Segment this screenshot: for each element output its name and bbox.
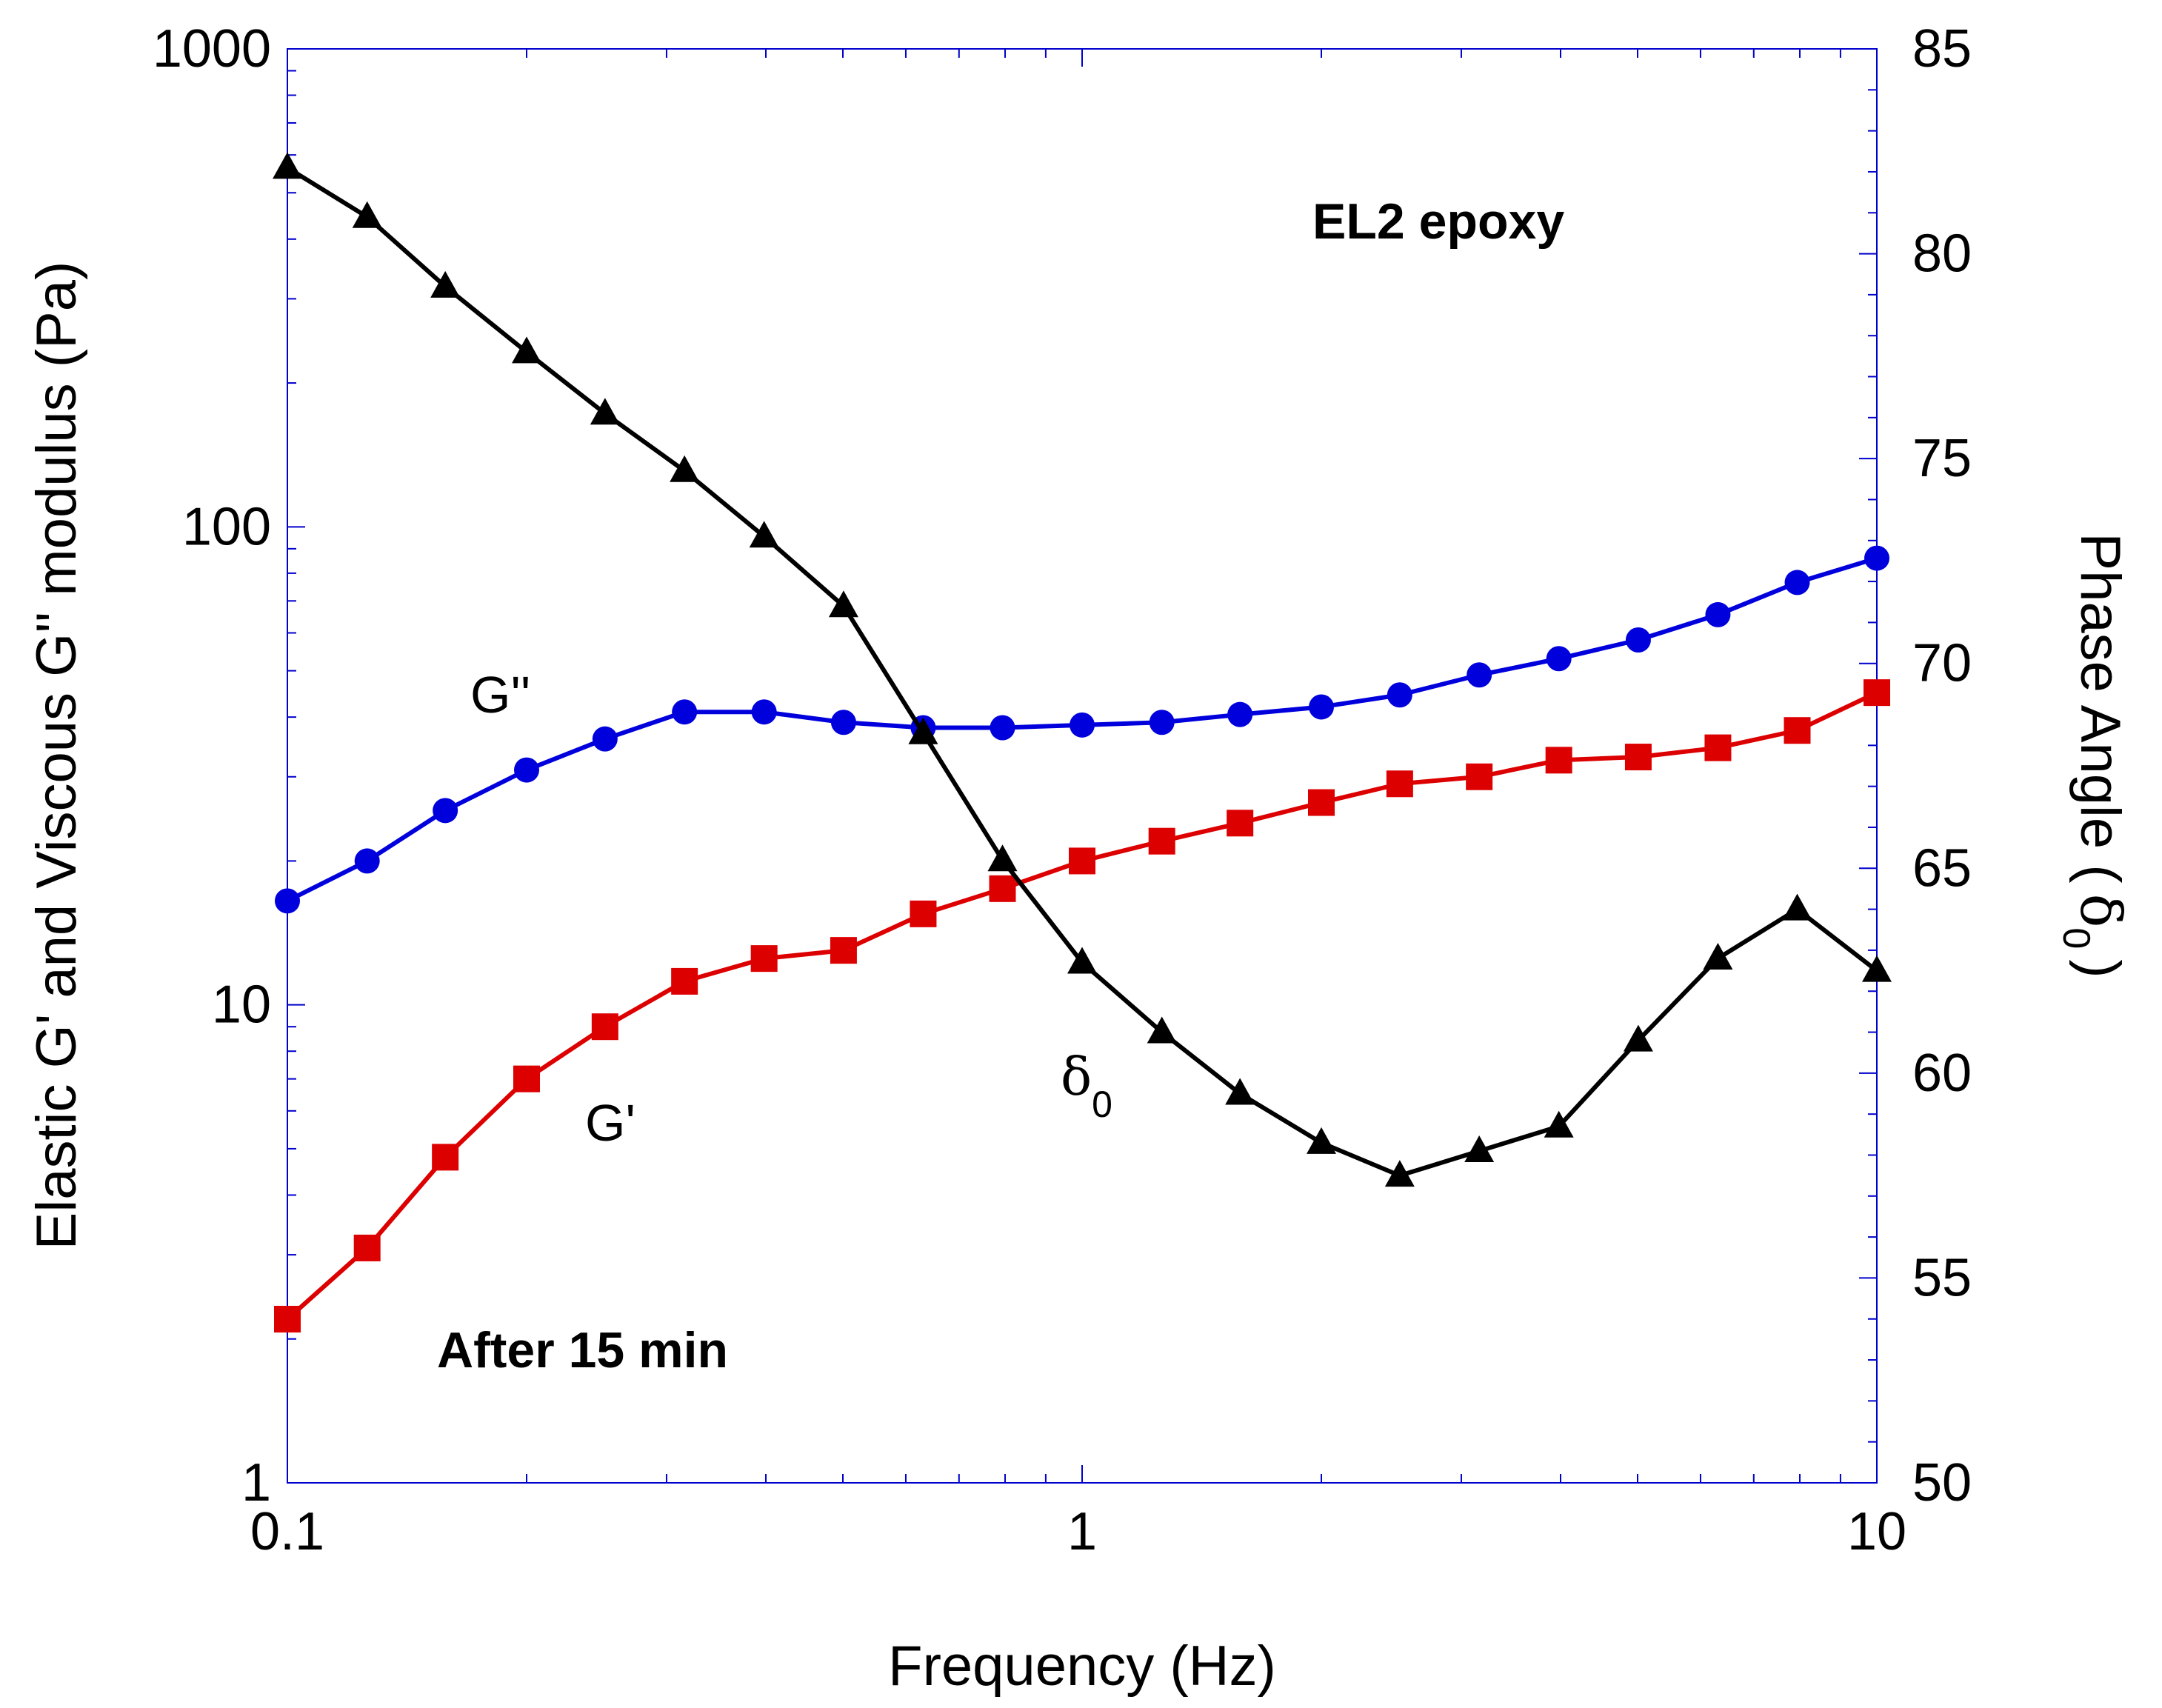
- data-point-delta: [670, 455, 700, 482]
- left-axis-title: Elastic G' and Viscous G'' modulus (Pa): [25, 261, 88, 1250]
- data-point-g-prime: [591, 1013, 618, 1041]
- data-point-delta: [749, 521, 779, 548]
- annotation-g-prime: G': [585, 1094, 635, 1152]
- data-point-delta: [1862, 955, 1892, 982]
- right-axis-title-subscript: 0: [2055, 927, 2098, 949]
- data-point-g-prime: [513, 1065, 541, 1092]
- data-point-g-prime: [1624, 744, 1652, 771]
- data-point-g-double-prime: [672, 699, 698, 725]
- data-point-delta: [1544, 1110, 1574, 1138]
- data-point-g-prime: [1308, 789, 1335, 816]
- data-point-g-prime: [1466, 763, 1493, 790]
- data-point-g-double-prime: [751, 699, 777, 725]
- data-point-delta: [1147, 1016, 1177, 1044]
- data-point-delta: [1464, 1135, 1495, 1162]
- annotation-g-double-prime: G'': [470, 666, 530, 724]
- data-point-g-double-prime: [1387, 682, 1412, 708]
- data-point-g-double-prime: [433, 798, 458, 824]
- data-point-delta: [590, 398, 620, 425]
- data-point-g-double-prime: [514, 757, 540, 783]
- y-left-tick-label: 1000: [153, 19, 271, 79]
- data-point-delta: [908, 717, 938, 744]
- data-point-delta: [1782, 893, 1812, 921]
- x-tick-label: 1: [1067, 1502, 1097, 1561]
- data-point-g-prime: [1069, 847, 1095, 875]
- data-point-g-prime: [432, 1144, 459, 1171]
- data-point-g-prime: [274, 1306, 301, 1333]
- x-tick-label: 0.1: [250, 1502, 324, 1561]
- x-tick-label: 10: [1847, 1502, 1906, 1561]
- data-point-g-double-prime: [592, 726, 618, 752]
- data-point-g-double-prime: [1784, 570, 1810, 596]
- data-point-g-double-prime: [1864, 545, 1889, 571]
- data-point-delta: [512, 336, 542, 364]
- data-point-delta: [987, 844, 1018, 872]
- right-axis-title-close: ): [2069, 959, 2132, 978]
- y-right-tick-label: 60: [1912, 1044, 1972, 1103]
- y-right-tick-label: 85: [1912, 19, 1972, 79]
- data-point-g-double-prime: [990, 715, 1015, 741]
- annotation-time: After 15 min: [437, 1322, 728, 1378]
- data-point-g-double-prime: [830, 710, 856, 735]
- data-point-delta: [1623, 1024, 1653, 1052]
- annotation-delta-subscript: 0: [1092, 1084, 1112, 1125]
- data-point-delta: [828, 590, 858, 618]
- data-point-g-double-prime: [1149, 710, 1175, 735]
- data-point-g-prime: [1784, 717, 1811, 744]
- data-point-g-prime: [1148, 827, 1175, 855]
- data-point-g-prime: [1704, 734, 1732, 761]
- data-point-g-prime: [353, 1234, 381, 1261]
- data-point-g-double-prime: [1227, 701, 1253, 727]
- data-point-g-double-prime: [354, 848, 380, 874]
- data-point-delta: [352, 201, 382, 228]
- right-axis-title: Phase Angle ( δ0): [2055, 533, 2134, 978]
- data-point-g-prime: [1227, 810, 1254, 837]
- data-point-g-prime: [910, 900, 937, 927]
- data-point-g-prime: [1386, 770, 1413, 798]
- data-point-g-double-prime: [1309, 694, 1335, 720]
- data-point-delta: [1067, 947, 1097, 974]
- y-right-tick-label: 50: [1912, 1453, 1972, 1512]
- y-right-tick-label: 65: [1912, 838, 1972, 898]
- data-point-g-prime: [1864, 679, 1890, 707]
- data-point-g-prime: [989, 875, 1016, 902]
- data-point-g-prime: [750, 945, 778, 973]
- series-g-prime: [274, 679, 1890, 1333]
- y-left-tick-label: 100: [182, 497, 271, 556]
- series-delta: [273, 152, 1892, 1187]
- annotation-delta: δ0: [1061, 1047, 1112, 1125]
- y-right-tick-label: 75: [1912, 429, 1972, 488]
- annotation-material: EL2 epoxy: [1312, 193, 1564, 250]
- data-point-delta: [1225, 1078, 1255, 1105]
- y-left-tick-label: 1: [241, 1453, 271, 1512]
- data-point-delta: [1307, 1127, 1337, 1154]
- data-point-g-prime: [1545, 747, 1572, 774]
- data-point-delta: [430, 270, 461, 298]
- series-layer: [273, 152, 1892, 1333]
- y-left-tick-label: 10: [212, 975, 271, 1035]
- data-point-delta: [1703, 942, 1733, 970]
- data-point-g-double-prime: [1546, 646, 1572, 672]
- x-axis-title: Frequency (Hz): [888, 1635, 1276, 1698]
- annotation-delta-symbol: δ: [1061, 1047, 1092, 1107]
- data-point-g-prime: [671, 967, 698, 995]
- y-right-tick-label: 80: [1912, 224, 1972, 284]
- data-point-g-double-prime: [1705, 601, 1731, 627]
- data-point-g-prime: [830, 937, 857, 964]
- data-point-delta: [273, 152, 302, 179]
- series-line-g-prime: [286, 690, 1878, 1321]
- data-point-g-double-prime: [1467, 662, 1492, 688]
- data-point-g-double-prime: [1070, 712, 1095, 738]
- right-axis-title-main: Phase Angle (: [2069, 533, 2132, 883]
- data-point-g-double-prime: [1625, 627, 1651, 653]
- y-right-tick-label: 70: [1912, 634, 1972, 693]
- y-right-tick-label: 55: [1912, 1248, 1972, 1307]
- data-point-g-double-prime: [275, 888, 300, 914]
- data-point-delta: [1384, 1160, 1415, 1187]
- right-axis-title-symbol: δ: [2068, 894, 2134, 928]
